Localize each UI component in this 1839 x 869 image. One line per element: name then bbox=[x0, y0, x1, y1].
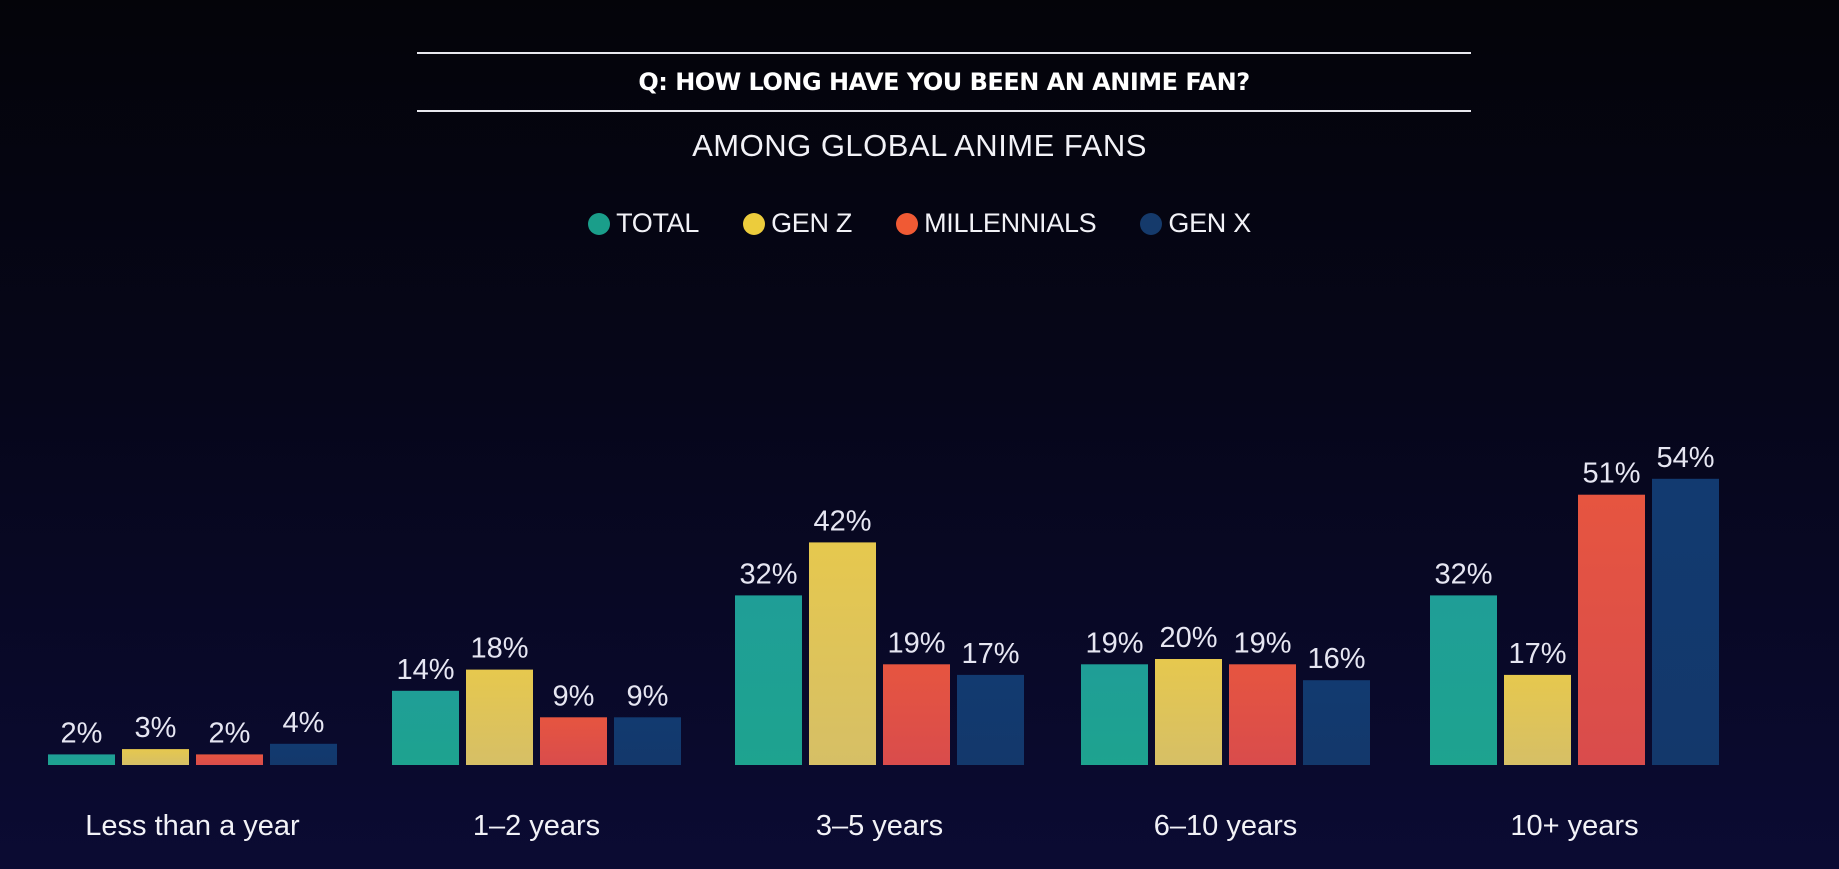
value-label-gen-x-10-years: 54% bbox=[1656, 442, 1714, 474]
category-label-6-10-years: 6–10 years bbox=[1154, 810, 1298, 842]
category-label-1-2-years: 1–2 years bbox=[473, 810, 600, 842]
bar-gen-z-3-5-years bbox=[809, 542, 876, 765]
bars-group bbox=[48, 478, 1719, 765]
bar-gen-x-3-5-years bbox=[957, 674, 1024, 765]
bar-total-less-than-a-year bbox=[48, 754, 115, 765]
bar-gen-x-less-than-a-year bbox=[270, 743, 337, 765]
category-label-less-than-a-year: Less than a year bbox=[85, 810, 300, 842]
bar-gen-z-6-10-years bbox=[1155, 659, 1222, 765]
value-label-gen-z-1-2-years: 18% bbox=[470, 633, 528, 665]
value-label-gen-x-3-5-years: 17% bbox=[961, 638, 1019, 670]
legend-label-gen-z: GEN Z bbox=[771, 208, 853, 238]
bar-total-1-2-years bbox=[392, 690, 459, 765]
bar-gen-z-1-2-years bbox=[466, 669, 533, 765]
bar-millennials-1-2-years bbox=[540, 717, 607, 765]
legend-dot-gen-x bbox=[1140, 212, 1163, 235]
bar-gen-z-10-years bbox=[1504, 674, 1571, 765]
value-label-gen-x-less-than-a-year: 4% bbox=[283, 707, 325, 739]
category-label-3-5-years: 3–5 years bbox=[816, 810, 943, 842]
question-header: Q: HOW LONG HAVE YOU BEEN AN ANIME FAN? bbox=[417, 52, 1471, 112]
value-label-total-10-years: 32% bbox=[1434, 558, 1492, 590]
legend-item-gen-z: GEN Z bbox=[743, 208, 852, 239]
legend-label-total: TOTAL bbox=[616, 208, 700, 238]
value-label-gen-x-6-10-years: 16% bbox=[1307, 643, 1365, 675]
chart-title: Q: HOW LONG HAVE YOU BEEN AN ANIME FAN? bbox=[638, 68, 1250, 96]
bar-total-3-5-years bbox=[735, 595, 802, 765]
category-label-10-years: 10+ years bbox=[1510, 810, 1638, 842]
bar-millennials-less-than-a-year bbox=[196, 754, 263, 765]
legend-dot-total bbox=[588, 212, 611, 235]
value-label-gen-z-3-5-years: 42% bbox=[813, 505, 871, 537]
value-label-total-less-than-a-year: 2% bbox=[61, 717, 103, 749]
bar-gen-x-1-2-years bbox=[614, 717, 681, 765]
bar-total-10-years bbox=[1430, 595, 1497, 765]
value-label-total-1-2-years: 14% bbox=[396, 654, 454, 686]
value-label-gen-z-10-years: 17% bbox=[1508, 638, 1566, 670]
bar-gen-x-6-10-years bbox=[1303, 680, 1370, 765]
chart-subtitle: AMONG GLOBAL ANIME FANS bbox=[692, 128, 1147, 163]
value-label-total-6-10-years: 19% bbox=[1085, 627, 1143, 659]
value-label-gen-z-6-10-years: 20% bbox=[1159, 622, 1217, 654]
bar-millennials-10-years bbox=[1578, 494, 1645, 765]
legend-item-millennials: MILLENNIALS bbox=[896, 208, 1097, 239]
bar-gen-x-10-years bbox=[1652, 478, 1719, 765]
value-label-millennials-10-years: 51% bbox=[1582, 458, 1640, 490]
category-labels-group: Less than a year 1–2 years 3–5 years 6–10 y… bbox=[85, 810, 1638, 842]
legend-item-total: TOTAL bbox=[588, 208, 699, 239]
bar-gen-z-less-than-a-year bbox=[122, 749, 189, 765]
value-label-total-3-5-years: 32% bbox=[739, 558, 797, 590]
value-label-gen-x-1-2-years: 9% bbox=[627, 680, 669, 712]
bar-millennials-6-10-years bbox=[1229, 664, 1296, 765]
value-label-millennials-1-2-years: 9% bbox=[553, 680, 595, 712]
legend-label-millennials: MILLENNIALS bbox=[924, 208, 1097, 238]
value-labels-group: 2% 3% 2% 4% 14% 18% 9% 9% 32% 42% 19% 17% 19% 20% 19% 1… bbox=[61, 442, 1715, 750]
legend-item-gen-x: GEN X bbox=[1140, 208, 1251, 239]
bar-total-6-10-years bbox=[1081, 664, 1148, 765]
value-label-millennials-3-5-years: 19% bbox=[887, 627, 945, 659]
bar-millennials-3-5-years bbox=[883, 664, 950, 765]
legend-dot-gen-z bbox=[743, 212, 766, 235]
value-label-millennials-less-than-a-year: 2% bbox=[209, 717, 251, 749]
legend-label-gen-x: GEN X bbox=[1168, 208, 1251, 238]
legend-dot-millennials bbox=[896, 212, 919, 235]
value-label-millennials-6-10-years: 19% bbox=[1233, 627, 1291, 659]
legend: TOTAL GEN Z MILLENNIALS GEN X bbox=[0, 208, 1839, 239]
value-label-gen-z-less-than-a-year: 3% bbox=[135, 712, 177, 744]
